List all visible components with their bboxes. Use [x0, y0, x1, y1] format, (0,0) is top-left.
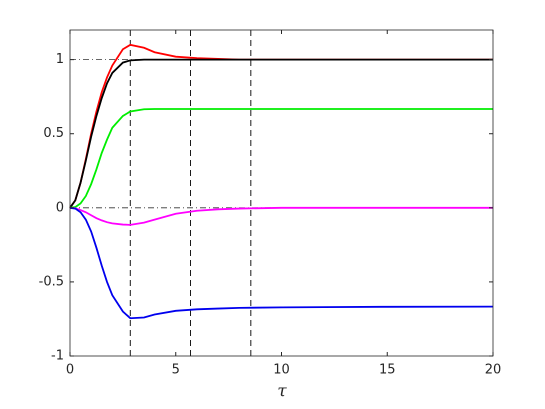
x-tick-label: 15 — [379, 363, 396, 378]
x-tick-label: 10 — [273, 363, 290, 378]
y-tick-label: -1 — [51, 349, 64, 364]
x-tick-label: 20 — [485, 363, 502, 378]
y-tick-label: 0 — [56, 200, 64, 215]
y-tick-label: -0.5 — [39, 274, 64, 289]
y-tick-label: 0.5 — [43, 126, 64, 141]
series-line — [69, 206, 493, 226]
x-tick-label: 0 — [66, 363, 74, 378]
x-tick-label: 5 — [172, 363, 180, 378]
series-line — [69, 108, 493, 209]
x-axis-label: τ — [277, 382, 287, 402]
series-line — [69, 206, 494, 320]
y-tick-label: 1 — [56, 52, 64, 67]
series-line — [69, 58, 493, 209]
